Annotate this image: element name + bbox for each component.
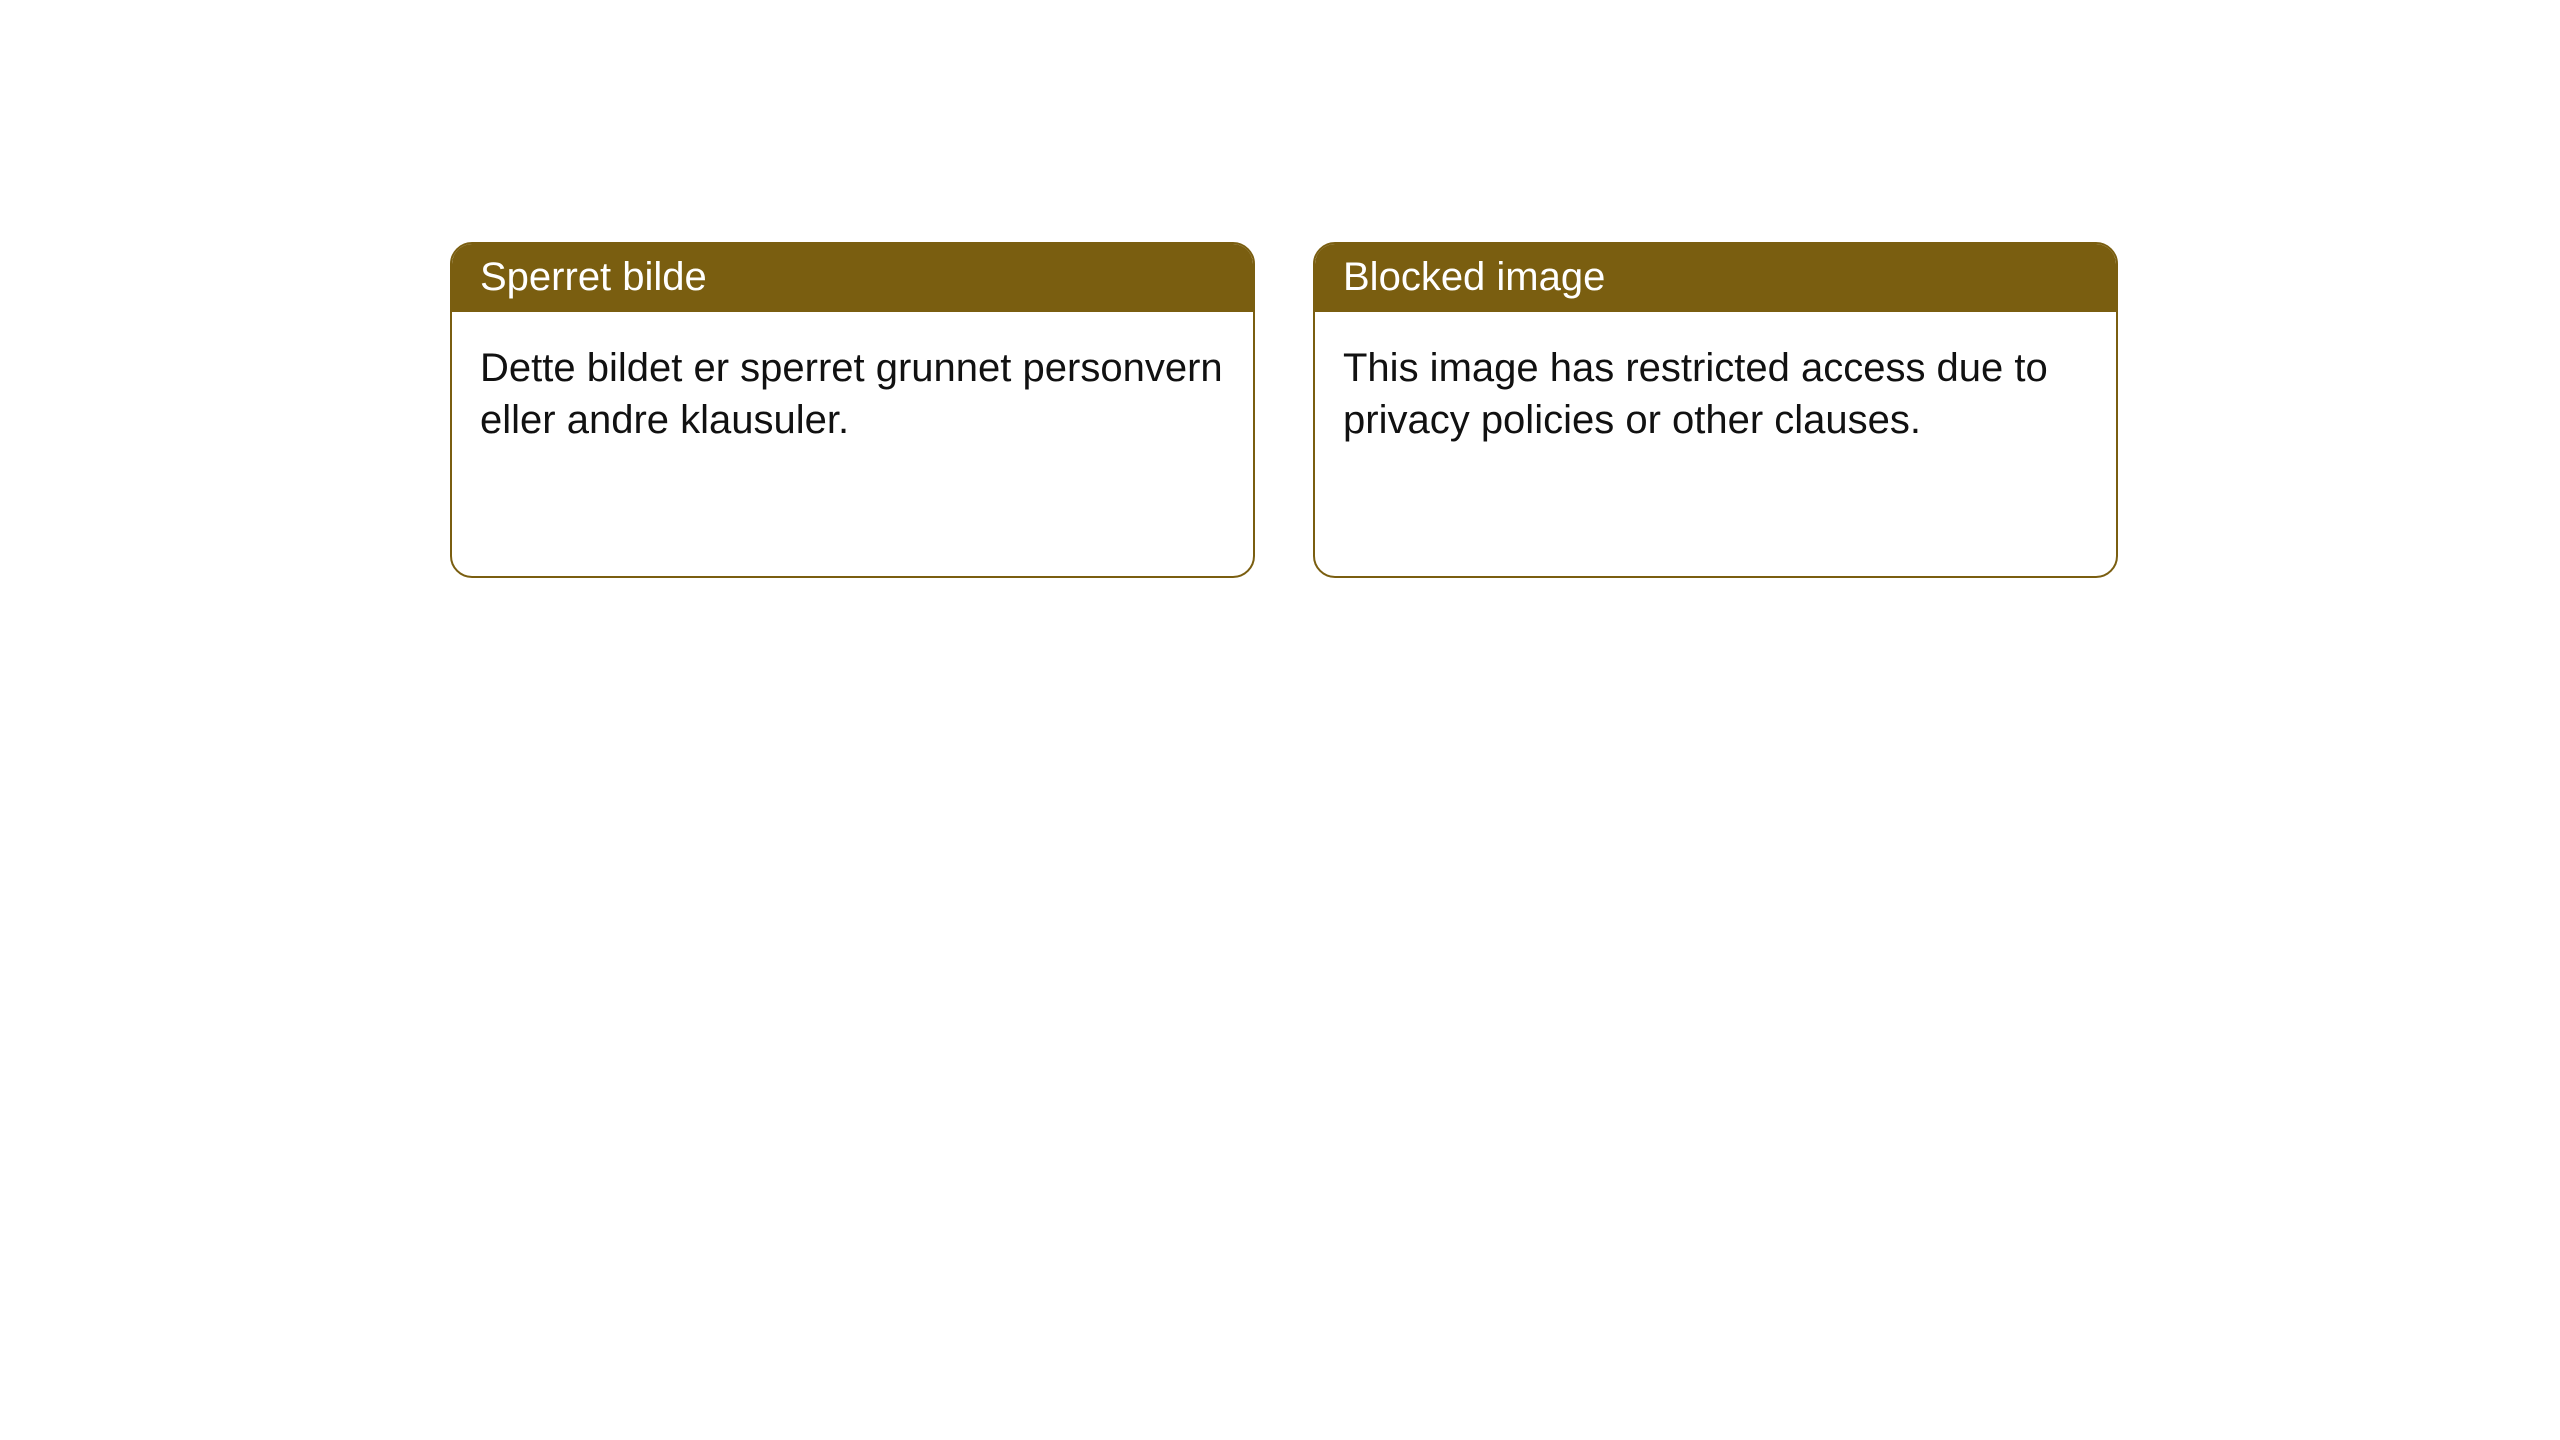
notice-card-body: This image has restricted access due to …: [1315, 312, 2116, 476]
notice-card-english: Blocked image This image has restricted …: [1313, 242, 2118, 578]
notice-cards-row: Sperret bilde Dette bildet er sperret gr…: [450, 242, 2118, 578]
notice-card-norwegian: Sperret bilde Dette bildet er sperret gr…: [450, 242, 1255, 578]
notice-card-title: Sperret bilde: [452, 244, 1253, 312]
notice-card-title: Blocked image: [1315, 244, 2116, 312]
notice-card-body: Dette bildet er sperret grunnet personve…: [452, 312, 1253, 476]
